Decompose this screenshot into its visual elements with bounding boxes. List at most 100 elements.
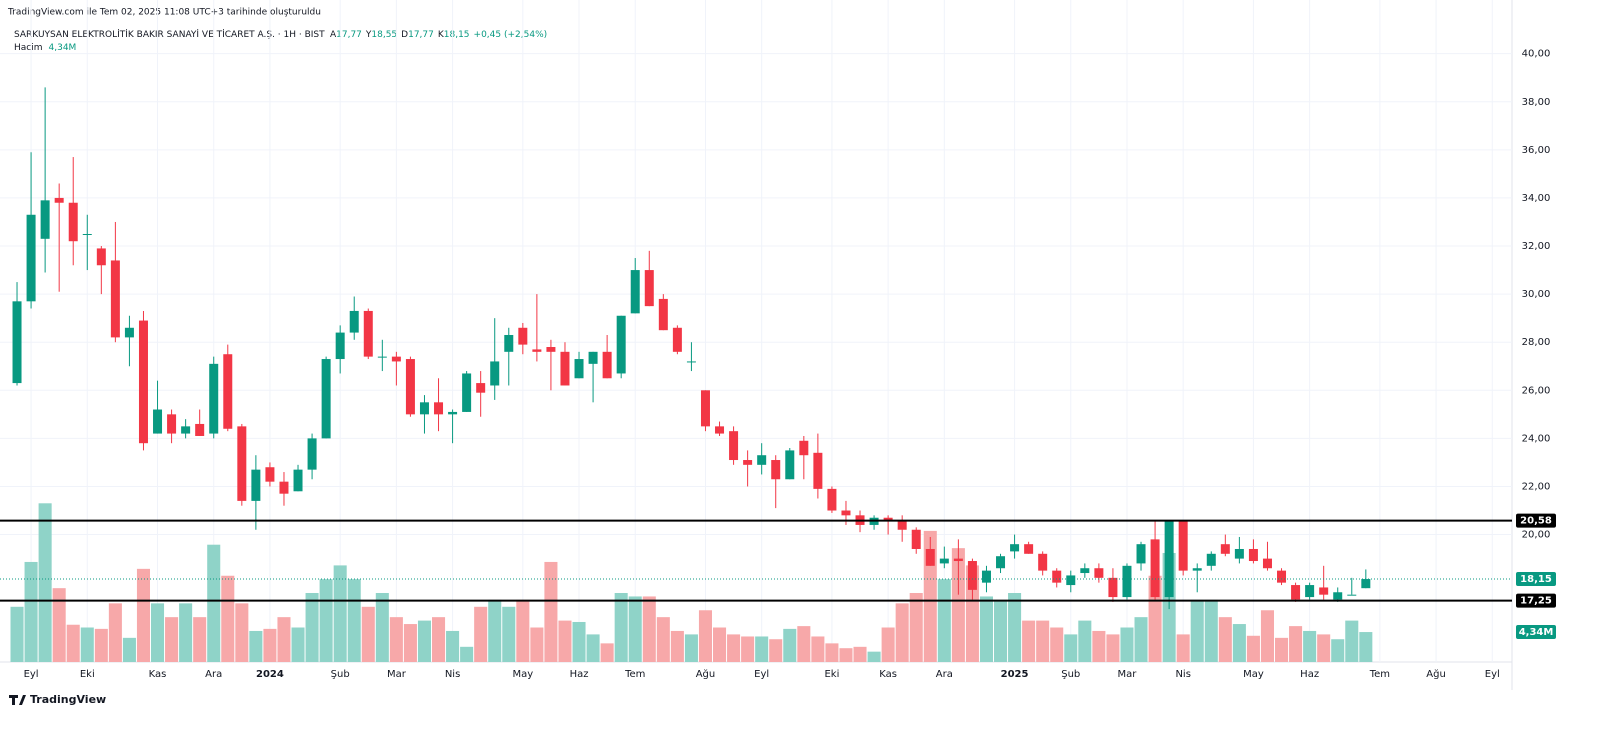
x-tick-label: Ağu bbox=[1426, 668, 1446, 680]
volume-bar bbox=[389, 617, 403, 662]
candle-body bbox=[209, 363, 219, 434]
volume-bar bbox=[1148, 575, 1162, 662]
x-tick-label: May bbox=[1243, 669, 1264, 680]
volume-bar bbox=[207, 544, 221, 662]
candle-body bbox=[1010, 544, 1020, 552]
volume-bar bbox=[488, 599, 502, 662]
volume-bar bbox=[895, 603, 909, 662]
y-tick-label: 38,00 bbox=[1522, 97, 1551, 108]
candle-body bbox=[349, 310, 359, 333]
volume-bar bbox=[1190, 599, 1204, 662]
x-tick-label: Mar bbox=[387, 669, 407, 680]
volume-bar bbox=[474, 606, 488, 662]
volume-bar bbox=[516, 599, 530, 662]
candle-body bbox=[40, 200, 50, 239]
candle-body bbox=[644, 270, 654, 307]
candle-body bbox=[981, 570, 991, 583]
candle-body bbox=[1136, 544, 1146, 564]
volume-bar bbox=[656, 617, 670, 662]
candle-body bbox=[729, 431, 739, 461]
candle-body bbox=[419, 402, 429, 415]
x-tick-label: Tem bbox=[1369, 669, 1390, 680]
volume-bar bbox=[853, 646, 867, 662]
candle-body bbox=[827, 488, 837, 511]
volume-bar bbox=[277, 617, 291, 662]
volume-bar bbox=[867, 651, 881, 662]
x-tick-label: Ağu bbox=[696, 668, 716, 680]
volume-bar bbox=[1064, 634, 1078, 662]
candle-body bbox=[813, 452, 823, 489]
volume-bar bbox=[1050, 627, 1064, 662]
volume-bar bbox=[979, 596, 993, 662]
x-tick-label: Eyl bbox=[1485, 669, 1500, 680]
level-label-bg bbox=[1516, 513, 1556, 528]
volume-bar bbox=[586, 634, 600, 662]
logo-icon bbox=[9, 695, 26, 705]
volume-bar bbox=[1246, 635, 1260, 662]
legend: SARKUYSAN ELEKTROLİTİK BAKIR SANAYİ VE T… bbox=[14, 29, 547, 53]
symbol-title: SARKUYSAN ELEKTROLİTİK BAKIR SANAYİ VE T… bbox=[14, 29, 325, 40]
volume-bar bbox=[1106, 634, 1120, 662]
candle-body bbox=[1248, 548, 1258, 562]
volume-bar bbox=[235, 603, 249, 662]
x-tick-label: Haz bbox=[570, 669, 589, 680]
candle-body bbox=[1178, 520, 1188, 571]
volume-label-bg bbox=[1516, 625, 1556, 640]
candle-body bbox=[1192, 568, 1202, 571]
volume-bar bbox=[825, 643, 839, 662]
volume-bar bbox=[263, 628, 277, 662]
candle-body bbox=[377, 356, 387, 358]
ohlc-value: 18,15 bbox=[444, 30, 470, 40]
candle-body bbox=[925, 548, 935, 566]
volume-bar bbox=[769, 639, 783, 662]
candle-body bbox=[237, 426, 247, 501]
volume-bar bbox=[951, 548, 965, 662]
y-tick-label: 26,00 bbox=[1522, 385, 1551, 396]
volume-bar bbox=[1232, 624, 1246, 662]
candle-body bbox=[363, 310, 373, 357]
candle-body bbox=[686, 361, 696, 363]
volume-bar bbox=[165, 617, 179, 662]
candle-body bbox=[307, 438, 317, 470]
ohlc-key: Y bbox=[365, 30, 372, 40]
candle-body bbox=[897, 520, 907, 530]
candle-body bbox=[672, 327, 682, 352]
volume-bar bbox=[1218, 617, 1232, 662]
volume-bar bbox=[684, 634, 698, 662]
candle-body bbox=[490, 361, 500, 386]
ohlc-value: 17,77 bbox=[336, 30, 362, 40]
candle-body bbox=[574, 359, 584, 379]
volume-bar bbox=[755, 636, 769, 662]
ohlc-key: A bbox=[330, 30, 337, 40]
candle-body bbox=[1333, 592, 1343, 600]
legend-line: SARKUYSAN ELEKTROLİTİK BAKIR SANAYİ VE T… bbox=[14, 29, 547, 40]
volume-bar bbox=[291, 627, 305, 662]
level-label: 20,58 bbox=[1520, 516, 1552, 527]
volume-bar bbox=[614, 593, 628, 662]
volume-bar bbox=[193, 617, 207, 662]
candle-body bbox=[138, 320, 148, 444]
change: +0,45 (+2,54%) bbox=[474, 30, 548, 40]
candle-body bbox=[1234, 548, 1244, 559]
volume-bar bbox=[713, 627, 727, 662]
volume-bar bbox=[1092, 630, 1106, 662]
volume-bar bbox=[249, 630, 263, 662]
volume-bar bbox=[1120, 627, 1134, 662]
ohlc-key: D bbox=[401, 30, 408, 40]
candle-body bbox=[630, 270, 640, 314]
candle-body bbox=[953, 558, 963, 562]
last-price-bg bbox=[1516, 572, 1556, 587]
volume-bar bbox=[670, 630, 684, 662]
volume-bar bbox=[530, 627, 544, 662]
ohlc-value: 17,77 bbox=[408, 30, 434, 40]
x-tick-label: Haz bbox=[1300, 669, 1319, 680]
candle-body bbox=[588, 351, 598, 364]
x-tick-label: Kas bbox=[879, 669, 897, 680]
candle-body bbox=[26, 214, 36, 302]
volume-bar bbox=[1359, 632, 1373, 662]
candle-body bbox=[1220, 544, 1230, 554]
volume-bar bbox=[179, 603, 193, 662]
candle-body bbox=[1361, 579, 1371, 589]
volume-bar bbox=[881, 627, 895, 662]
candle-body bbox=[251, 469, 261, 501]
